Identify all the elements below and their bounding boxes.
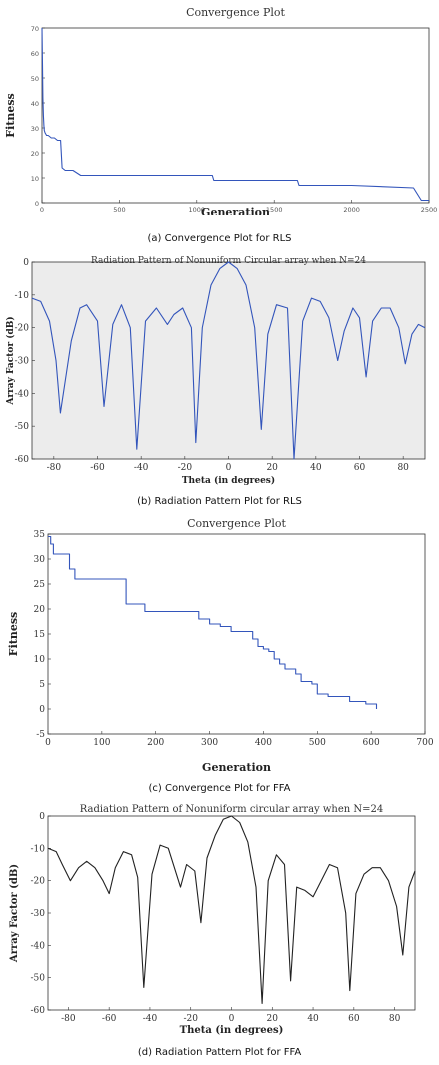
- chart-d-ytick-label-0: -60: [31, 1006, 46, 1016]
- chart-c-xtick-label-1: 100: [93, 738, 110, 748]
- chart-d-xtick-label-5: 20: [267, 1014, 279, 1024]
- chart-b-xlabel: Theta (in degrees): [182, 475, 275, 486]
- chart-c-ylabel: Fitness: [7, 612, 20, 656]
- chart-a-ylabel: Fitness: [4, 93, 17, 137]
- chart-b-ytick-label-5: -10: [15, 291, 30, 301]
- caption-d: (d) Radiation Pattern Plot for FFA: [137, 1047, 302, 1058]
- chart-b-ytick-label-6: 0: [23, 258, 29, 268]
- chart-c-xtick-label-5: 500: [309, 738, 326, 748]
- caption-b: (b) Radiation Pattern Plot for RLS: [137, 496, 302, 507]
- chart-c-ytick-label-1: 0: [39, 705, 45, 715]
- chart-c-xtick-label-2: 200: [147, 738, 164, 748]
- chart-b-plot-area: [31, 261, 426, 460]
- chart-d-plot-area: [47, 815, 416, 1011]
- chart-d-xtick-label-1: -60: [102, 1014, 117, 1024]
- chart-b-ytick-label-2: -40: [15, 389, 30, 399]
- chart-d-ylabel: Array Factor (dB): [9, 864, 20, 963]
- chart-a-title: Convergence Plot: [186, 6, 285, 19]
- chart-a-xtick-label-3: 1500: [266, 206, 283, 214]
- chart-c-ytick-label-6: 25: [34, 580, 46, 590]
- chart-d-title: Radiation Pattern of Nonuniform circular…: [80, 804, 384, 815]
- chart-d-xlabel: Theta (in degrees): [180, 1025, 284, 1036]
- chart-b-series-line-0: [31, 261, 426, 460]
- chart-c-panel: Convergence Plot 0 100 200 300 400 500 600 700 -5…: [0, 515, 439, 777]
- chart-d-ytick-label-2: -40: [31, 941, 46, 951]
- chart-b-panel: Radiation Pattern of Nonuniform Circular…: [0, 252, 439, 492]
- caption-a: (a) Convergence Plot for RLS: [147, 233, 292, 244]
- chart-a-xtick-label-5: 2500: [421, 206, 438, 214]
- chart-c-xtick-label-0: 0: [45, 738, 51, 748]
- chart-a-ytick-label-4: 40: [31, 100, 39, 108]
- chart-d-xtick-label-8: 80: [389, 1014, 401, 1024]
- chart-d-ytick-label-6: 0: [39, 812, 45, 822]
- chart-d-svg: Radiation Pattern of Nonuniform circular…: [9, 804, 416, 1036]
- chart-a-xlabel: Generation: [201, 206, 270, 215]
- chart-a-panel: Convergence Plot 0 500 1000 1500 2000 2500 0 10 2…: [0, 0, 439, 230]
- chart-a-xtick-label-1: 500: [113, 206, 125, 214]
- chart-b-xtick-label-2: -40: [134, 463, 149, 473]
- chart-b-xtick-label-6: 40: [310, 463, 322, 473]
- chart-d-ytick-label-4: -20: [31, 877, 46, 887]
- chart-b-svg: Radiation Pattern of Nonuniform Circular…: [5, 256, 426, 486]
- chart-c-xlabel: Generation: [202, 761, 271, 774]
- chart-c-plot-area: [47, 533, 426, 735]
- chart-a-svg: Convergence Plot 0 500 1000 1500 2000 2500 0 10 2…: [4, 6, 438, 215]
- chart-b-xtick-label-8: 80: [397, 463, 409, 473]
- chart-c-series-line-0: [48, 535, 378, 709]
- chart-c-ytick-label-0: -5: [36, 730, 45, 740]
- chart-a-ytick-label-5: 50: [31, 75, 39, 83]
- chart-a-ytick-label-2: 20: [31, 150, 39, 158]
- chart-a-plot-area: [41, 27, 430, 204]
- chart-d-xtick-label-0: -80: [61, 1014, 76, 1024]
- chart-d-xtick-label-2: -40: [143, 1014, 158, 1024]
- chart-b-xtick-label-3: -20: [178, 463, 193, 473]
- chart-c-ytick-label-3: 10: [34, 655, 46, 665]
- chart-d-xtick-label-3: -20: [183, 1014, 198, 1024]
- chart-b-xtick-label-5: 20: [266, 463, 278, 473]
- chart-c-xtick-label-7: 700: [416, 738, 433, 748]
- chart-d-panel: Radiation Pattern of Nonuniform circular…: [0, 803, 439, 1040]
- chart-c-title: Convergence Plot: [187, 517, 286, 530]
- chart-a-series-line-0: [41, 27, 429, 202]
- chart-a-xtick-label-0: 0: [40, 206, 44, 214]
- chart-b-ytick-label-0: -60: [15, 455, 30, 465]
- chart-b-xtick-label-1: -60: [90, 463, 105, 473]
- chart-d-ytick-label-5: -10: [31, 844, 46, 854]
- chart-b-title: Radiation Pattern of Nonuniform Circular…: [91, 256, 366, 266]
- chart-c-xtick-label-3: 300: [201, 738, 218, 748]
- chart-a-ytick-label-6: 60: [31, 50, 39, 58]
- chart-b-ytick-label-1: -50: [15, 422, 30, 432]
- chart-c-ytick-label-7: 30: [34, 555, 46, 565]
- chart-b-ytick-label-4: -20: [15, 324, 30, 334]
- chart-b-ytick-label-3: -30: [15, 357, 30, 367]
- chart-c-ytick-label-5: 20: [34, 605, 46, 615]
- chart-c-ytick-label-4: 15: [34, 630, 46, 640]
- chart-a-ytick-label-0: 0: [35, 200, 39, 208]
- chart-c-xtick-label-6: 600: [363, 738, 380, 748]
- chart-d-ytick-label-1: -50: [31, 974, 46, 984]
- chart-c-xtick-label-4: 400: [255, 738, 272, 748]
- chart-a-ytick-label-7: 70: [31, 25, 39, 33]
- chart-d-series-line-0: [47, 815, 416, 1005]
- chart-b-ylabel: Array Factor (dB): [5, 316, 16, 405]
- chart-b-xtick-label-0: -80: [47, 463, 62, 473]
- chart-d-xtick-label-6: 40: [307, 1014, 319, 1024]
- chart-d-xtick-label-4: 0: [229, 1014, 235, 1024]
- caption-c: (c) Convergence Plot for FFA: [148, 783, 291, 794]
- chart-d-xtick-label-7: 60: [348, 1014, 360, 1024]
- chart-a-xtick-label-2: 1000: [189, 206, 206, 214]
- chart-a-ytick-label-3: 30: [31, 125, 39, 133]
- chart-a-xtick-label-4: 2000: [343, 206, 360, 214]
- chart-c-ytick-label-8: 35: [34, 530, 46, 540]
- chart-c-ytick-label-2: 5: [39, 680, 45, 690]
- chart-b-xtick-label-4: 0: [226, 463, 232, 473]
- chart-b-xtick-label-7: 60: [354, 463, 366, 473]
- chart-d-ytick-label-3: -30: [31, 909, 46, 919]
- chart-a-ytick-label-1: 10: [31, 175, 39, 183]
